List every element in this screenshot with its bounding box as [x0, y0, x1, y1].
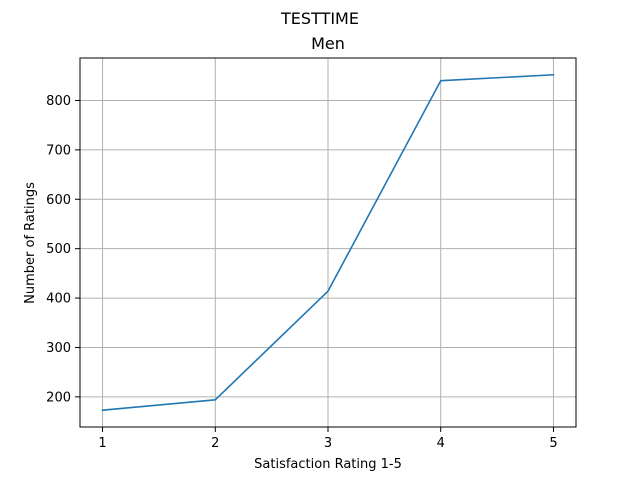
y-tick-label: 800 — [46, 94, 71, 109]
y-axis-title: Number of Ratings — [23, 182, 38, 304]
figure-suptitle: TESTTIME — [280, 9, 359, 28]
y-axis: 200 300 400 500 600 700 800 — [46, 94, 80, 405]
y-tick-label: 700 — [46, 143, 71, 158]
x-tick-label: 1 — [98, 436, 106, 451]
chart-title: Men — [311, 34, 345, 53]
y-tick-label: 200 — [46, 390, 71, 405]
x-axis-title: Satisfaction Rating 1-5 — [254, 457, 402, 472]
y-tick-label: 300 — [46, 341, 71, 356]
x-tick-label: 5 — [549, 436, 557, 451]
x-axis: 1 2 3 4 5 — [98, 427, 558, 451]
y-tick-label: 400 — [46, 292, 71, 307]
x-tick-label: 4 — [437, 436, 445, 451]
grid-lines — [80, 58, 576, 427]
x-tick-label: 3 — [324, 436, 332, 451]
data-series — [101, 73, 555, 412]
x-tick-label: 2 — [211, 436, 219, 451]
y-tick-label: 500 — [46, 242, 71, 257]
y-tick-label: 600 — [46, 193, 71, 208]
